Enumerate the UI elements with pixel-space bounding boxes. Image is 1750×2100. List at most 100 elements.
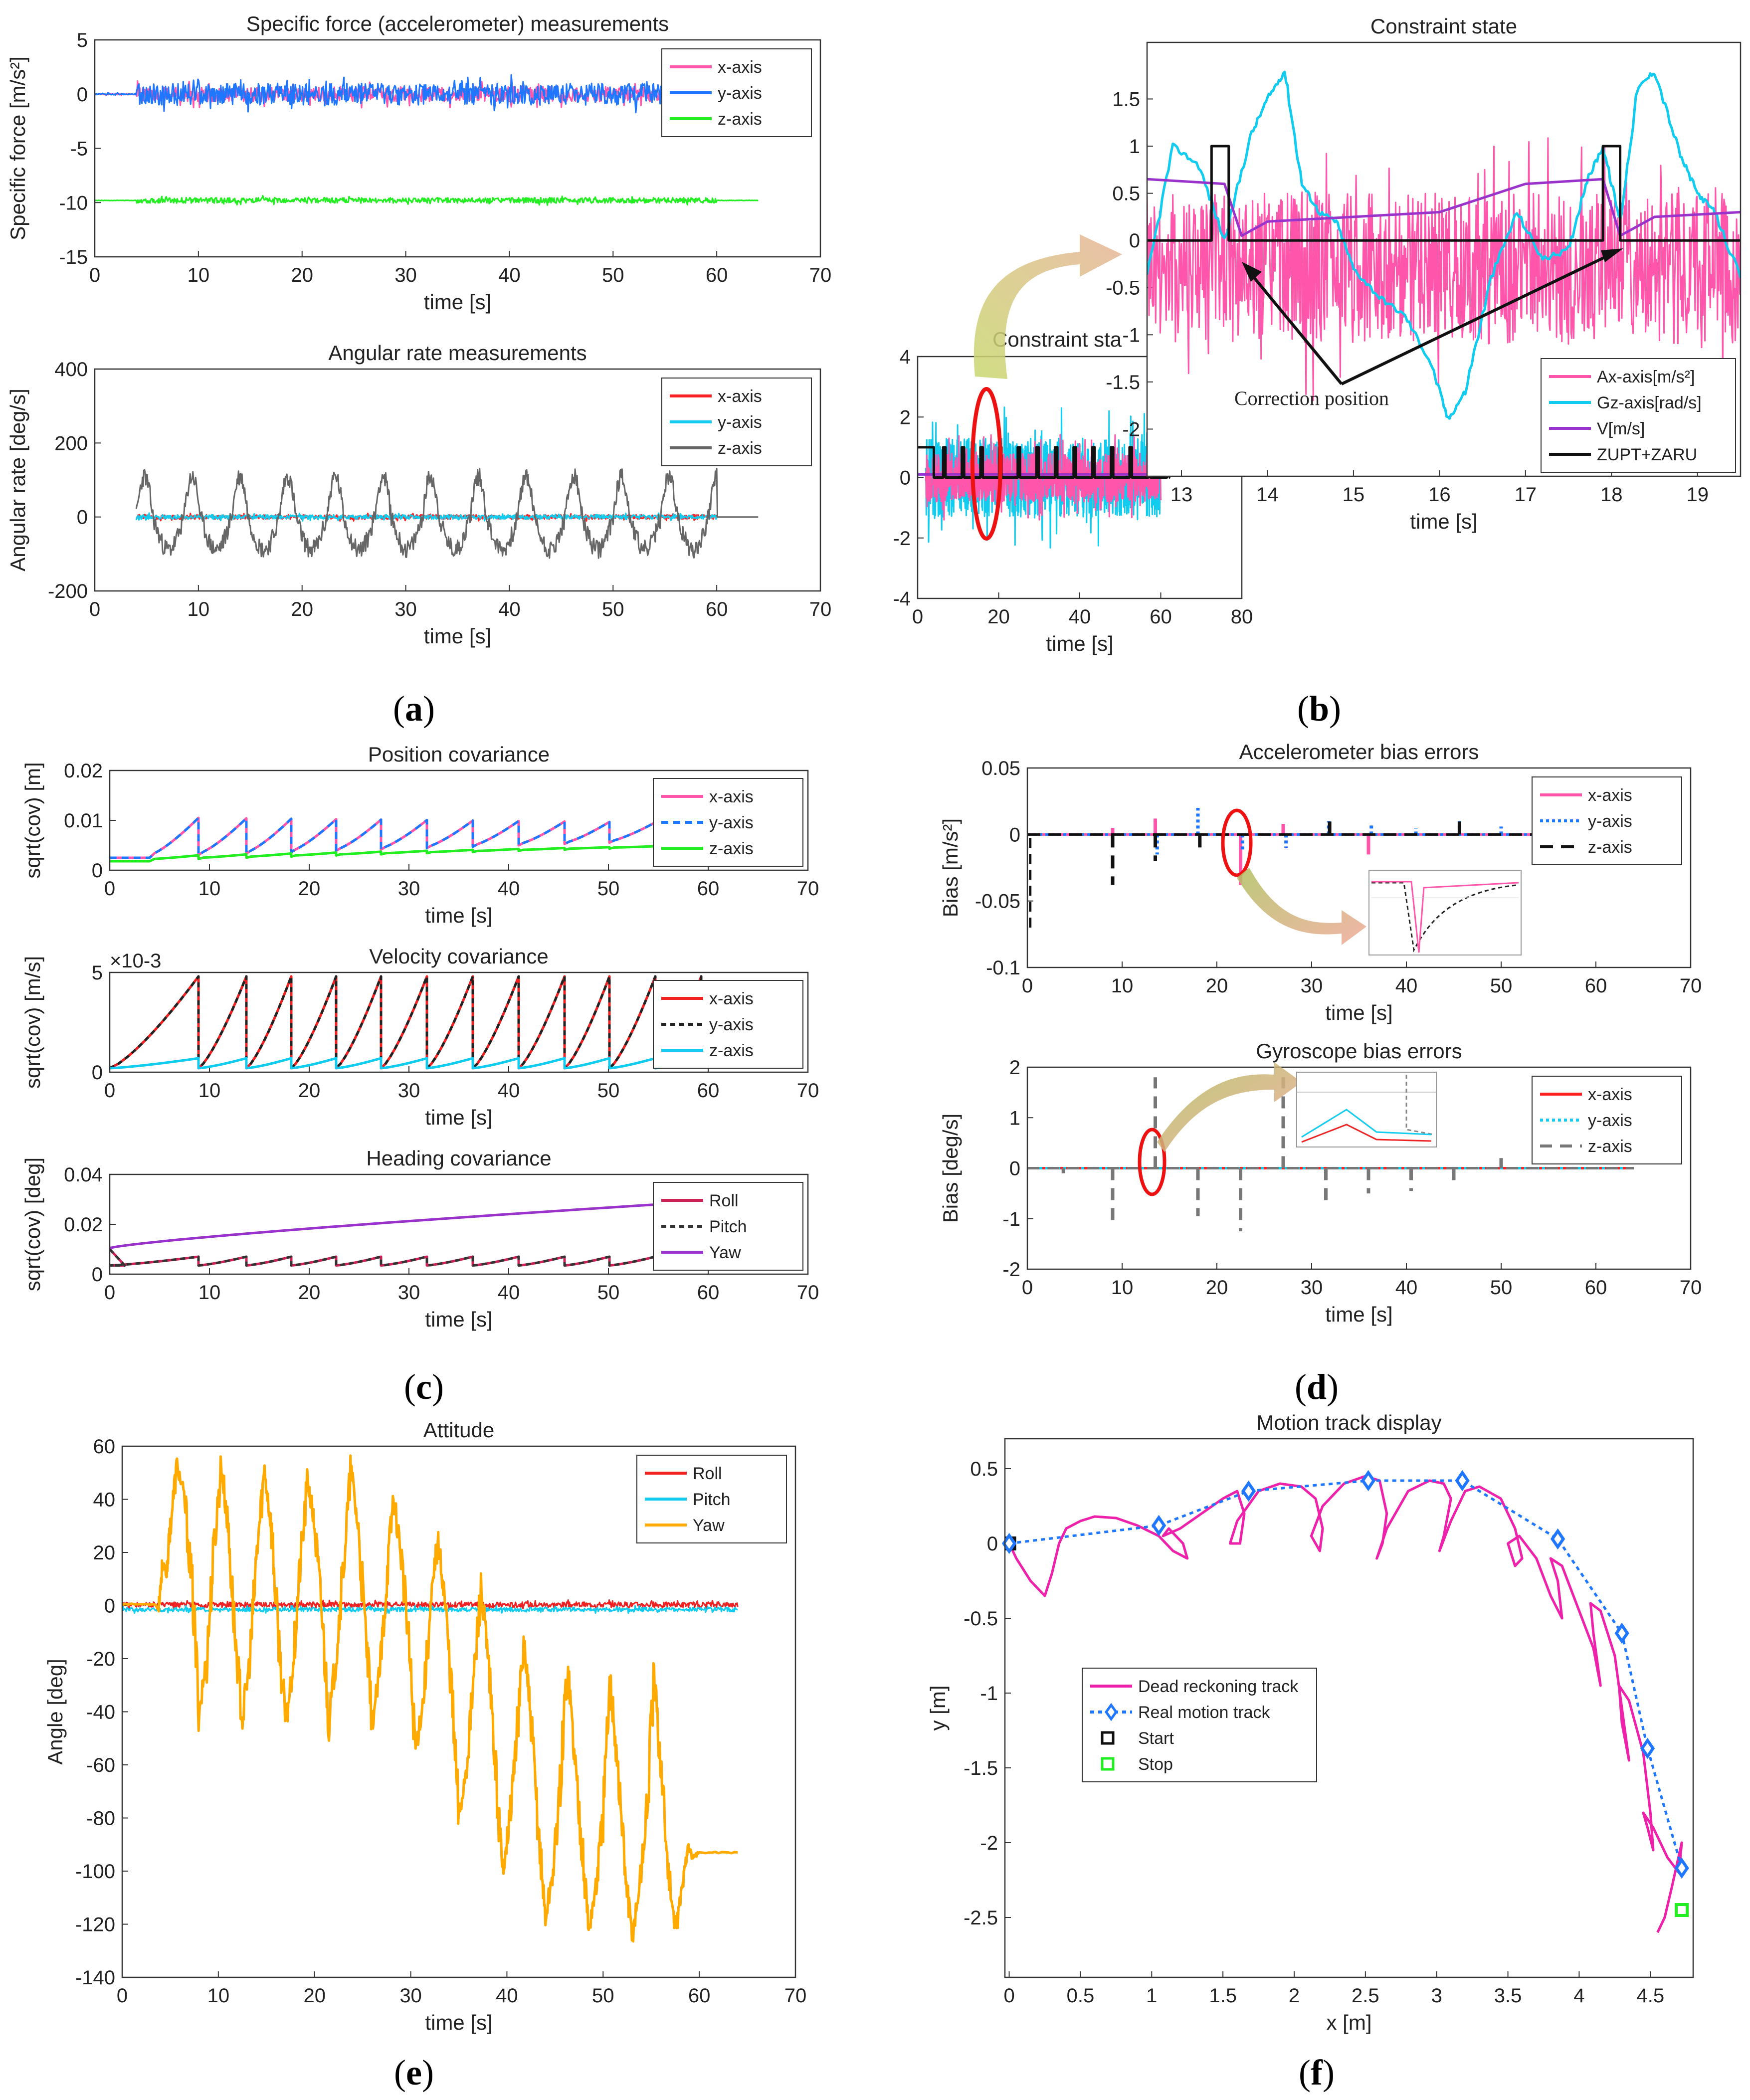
y-tick-label: -1 <box>1122 324 1140 346</box>
highlight-ellipse-d2 <box>1138 1128 1167 1196</box>
x-tick-label: 20 <box>987 606 1010 628</box>
y-tick-label: -5 <box>70 138 88 160</box>
y-tick-label: 1 <box>1129 136 1140 158</box>
y-tick-label: 40 <box>93 1489 116 1511</box>
chart-f: 0 0.5 1 1.5 2 2.5 3 3.5 4 4.5 -2.5 -2 -1.5 -1 -0.5 0 0.5… <box>926 1411 1694 2034</box>
legend-label: Start <box>1138 1729 1174 1748</box>
legend-label: Ax-axis[m/s²] <box>1597 368 1695 386</box>
y-tick-label: -1 <box>1002 1208 1020 1230</box>
x-tick-label: 40 <box>496 1985 518 2007</box>
panel-b-annotations: Correction position <box>971 234 1623 541</box>
zoom-arrow-b <box>973 234 1122 379</box>
x-tick-label: 30 <box>399 1985 422 2007</box>
y-tick-label: -0.5 <box>964 1608 998 1630</box>
correction-arrowhead-right <box>1601 248 1623 262</box>
x-tick-label: 15 <box>1343 484 1365 506</box>
y-tick-label: -80 <box>86 1808 115 1830</box>
series-line-Yaw <box>110 1202 679 1249</box>
x-tick-label: 10 <box>1111 1277 1134 1299</box>
series-line-z-axis <box>135 468 759 559</box>
inset-curve-d1-x <box>1371 881 1519 953</box>
chart-c1: 0 10 20 30 40 50 60 70 0 0.01 0.02 Position covaria… <box>21 743 819 927</box>
legend-label: z-axis <box>1588 1137 1632 1156</box>
x-tick-label: 18 <box>1600 484 1623 506</box>
y-tick-label: 0 <box>1009 1158 1020 1180</box>
x-tick-label: 17 <box>1515 484 1537 506</box>
y-axis-label: sqrt(cov) [deg] <box>21 1157 44 1291</box>
legend-label: Gz-axis[rad/s] <box>1597 393 1702 412</box>
x-tick-label: 60 <box>697 1282 720 1304</box>
inset-curve-d2-y <box>1301 1109 1432 1138</box>
x-tick-label: 40 <box>1395 975 1418 997</box>
x-tick-label: 70 <box>797 1080 819 1102</box>
y-tick-label: -100 <box>75 1861 115 1883</box>
legend: x-axis y-axis z-axis <box>661 378 812 466</box>
y-tick-label: 2 <box>900 406 911 428</box>
axes-frame <box>109 769 809 871</box>
zoom-arrow-d1 <box>1237 868 1366 945</box>
x-axis-label: time [s] <box>1325 1303 1392 1326</box>
y-tick-label: 5 <box>92 962 103 984</box>
y-exponent: ×10-3 <box>110 950 161 972</box>
y-tick-label: -15 <box>59 246 88 268</box>
chart-d1: 0 10 20 30 40 50 60 70 -0.1 -0.05 0 0.05 Acceleromet… <box>939 740 1702 1024</box>
x-tick-label: 13 <box>1170 484 1193 506</box>
y-tick-label: 0 <box>92 1264 103 1286</box>
correction-arrow-right <box>1341 253 1612 385</box>
panel-d-annotations <box>1138 808 1522 1196</box>
y-tick-label: 0 <box>77 507 88 529</box>
legend-label: y-axis <box>1588 812 1632 831</box>
axes-frame <box>109 971 809 1073</box>
y-axis-label: y [m] <box>926 1686 950 1731</box>
x-tick-label: 30 <box>398 1282 420 1304</box>
chart-title: Constraint sta <box>992 328 1122 351</box>
marker-Real motion track <box>1151 1515 1167 1536</box>
y-tick-label: 0 <box>77 84 88 106</box>
y-tick-label: 0.02 <box>64 1214 103 1236</box>
y-tick-label: -4 <box>893 588 911 610</box>
x-tick-label: 70 <box>809 264 832 286</box>
legend-label: y-axis <box>709 1015 754 1034</box>
zoom-arrow-d2 <box>1157 1062 1302 1152</box>
x-tick-label: 16 <box>1428 484 1451 506</box>
chart-c2: 0 10 20 30 40 50 60 70 0 5 Velocity covariance time… <box>21 945 819 1129</box>
series-line-ZUPT+ZARU <box>918 446 1170 479</box>
series-line-ZUPT+ZARU <box>1147 145 1741 242</box>
x-tick-label: 4.5 <box>1636 1985 1664 2007</box>
legend-label: Stop <box>1138 1755 1173 1774</box>
chart-c3: 0 10 20 30 40 50 60 70 0 0.02 0.04 Heading covarian… <box>21 1146 819 1331</box>
y-tick-label: -60 <box>86 1754 115 1776</box>
x-tick-label: 70 <box>784 1985 807 2007</box>
marker-Stop <box>1675 1903 1689 1917</box>
x-tick-label: 2 <box>1289 1985 1300 2007</box>
y-tick-label: -2 <box>1002 1259 1020 1281</box>
x-axis-label: time [s] <box>425 2011 492 2034</box>
chart-title: Gyroscope bias errors <box>1256 1039 1462 1063</box>
x-tick-label: 10 <box>198 1282 221 1304</box>
x-tick-label: 50 <box>1490 975 1513 997</box>
inset-curve-d1-z <box>1371 882 1517 953</box>
legend-label: z-axis <box>1588 838 1632 857</box>
x-tick-label: 40 <box>1069 606 1091 628</box>
x-tick-label: 10 <box>198 1080 221 1102</box>
series-line-y-axis <box>95 74 759 114</box>
marker-Real motion track <box>1640 1737 1655 1759</box>
x-tick-label: 40 <box>498 1282 520 1304</box>
x-tick-label: 0 <box>1003 1985 1014 2007</box>
y-tick-label: 0.02 <box>64 760 103 782</box>
x-tick-label: 30 <box>394 264 417 286</box>
caption-d: (d) <box>1295 1367 1339 1407</box>
series-line-Ax-axis[m/s²] <box>1147 137 1741 401</box>
x-tick-label: 70 <box>797 1282 819 1304</box>
chart-title: Position covariance <box>368 743 550 766</box>
x-axis-label: time [s] <box>425 1106 492 1129</box>
legend-label: y-axis <box>1588 1111 1632 1130</box>
legend-label: z-axis <box>718 439 762 458</box>
y-tick-label: 0 <box>987 1533 998 1555</box>
legend-label: x-axis <box>709 989 754 1008</box>
y-tick-label: 0 <box>1129 230 1140 252</box>
x-tick-label: 40 <box>498 878 520 900</box>
inset-curve-d2-x <box>1301 1124 1432 1143</box>
chart-title: Constraint state <box>1370 14 1517 38</box>
y-tick-label: 1 <box>1009 1107 1020 1129</box>
